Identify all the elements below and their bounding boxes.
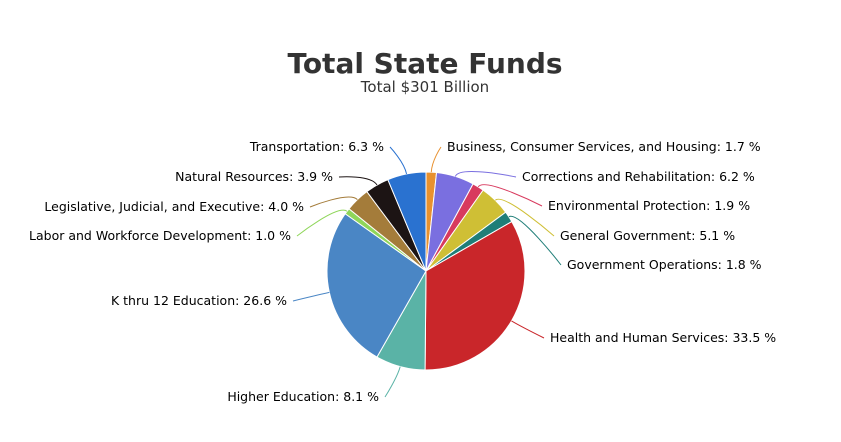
slice-label-8: K thru 12 Education: 26.6 % [111, 293, 287, 308]
label-connector-11 [338, 176, 378, 186]
label-connector-1 [430, 146, 442, 173]
label-connectors [292, 146, 562, 398]
slice-labels: Business, Consumer Services, and Housing… [29, 139, 776, 404]
slice-label-10: Legislative, Judicial, and Executive: 4.… [44, 199, 304, 214]
slice-label-11: Natural Resources: 3.9 % [175, 169, 333, 184]
label-connector-6 [511, 320, 545, 339]
slice-label-4: General Government: 5.1 % [560, 228, 735, 243]
slice-label-2: Corrections and Rehabilitation: 6.2 % [522, 169, 755, 184]
label-connector-4 [494, 198, 555, 237]
label-connector-5 [508, 216, 562, 266]
slice-label-1: Business, Consumer Services, and Housing… [447, 139, 761, 154]
slice-label-5: Government Operations: 1.8 % [567, 257, 762, 272]
label-connector-3 [477, 184, 543, 207]
pie-slices [326, 171, 526, 371]
label-connector-7 [384, 366, 401, 398]
label-connector-8 [292, 291, 330, 302]
pie-slice-12[interactable] [387, 171, 427, 272]
slice-label-12: Transportation: 6.3 % [249, 139, 384, 154]
label-connector-10 [309, 196, 358, 208]
chart-subtitle: Total $301 Billion [360, 78, 489, 96]
chart-title: Total State Funds [287, 47, 562, 80]
label-connector-12 [389, 146, 408, 175]
slice-label-7: Higher Education: 8.1 % [227, 389, 379, 404]
label-connector-9 [296, 209, 348, 237]
label-connector-2 [454, 171, 517, 178]
slice-label-3: Environmental Protection: 1.9 % [548, 198, 750, 213]
slice-label-6: Health and Human Services: 33.5 % [550, 330, 776, 345]
slice-label-9: Labor and Workforce Development: 1.0 % [29, 228, 291, 243]
